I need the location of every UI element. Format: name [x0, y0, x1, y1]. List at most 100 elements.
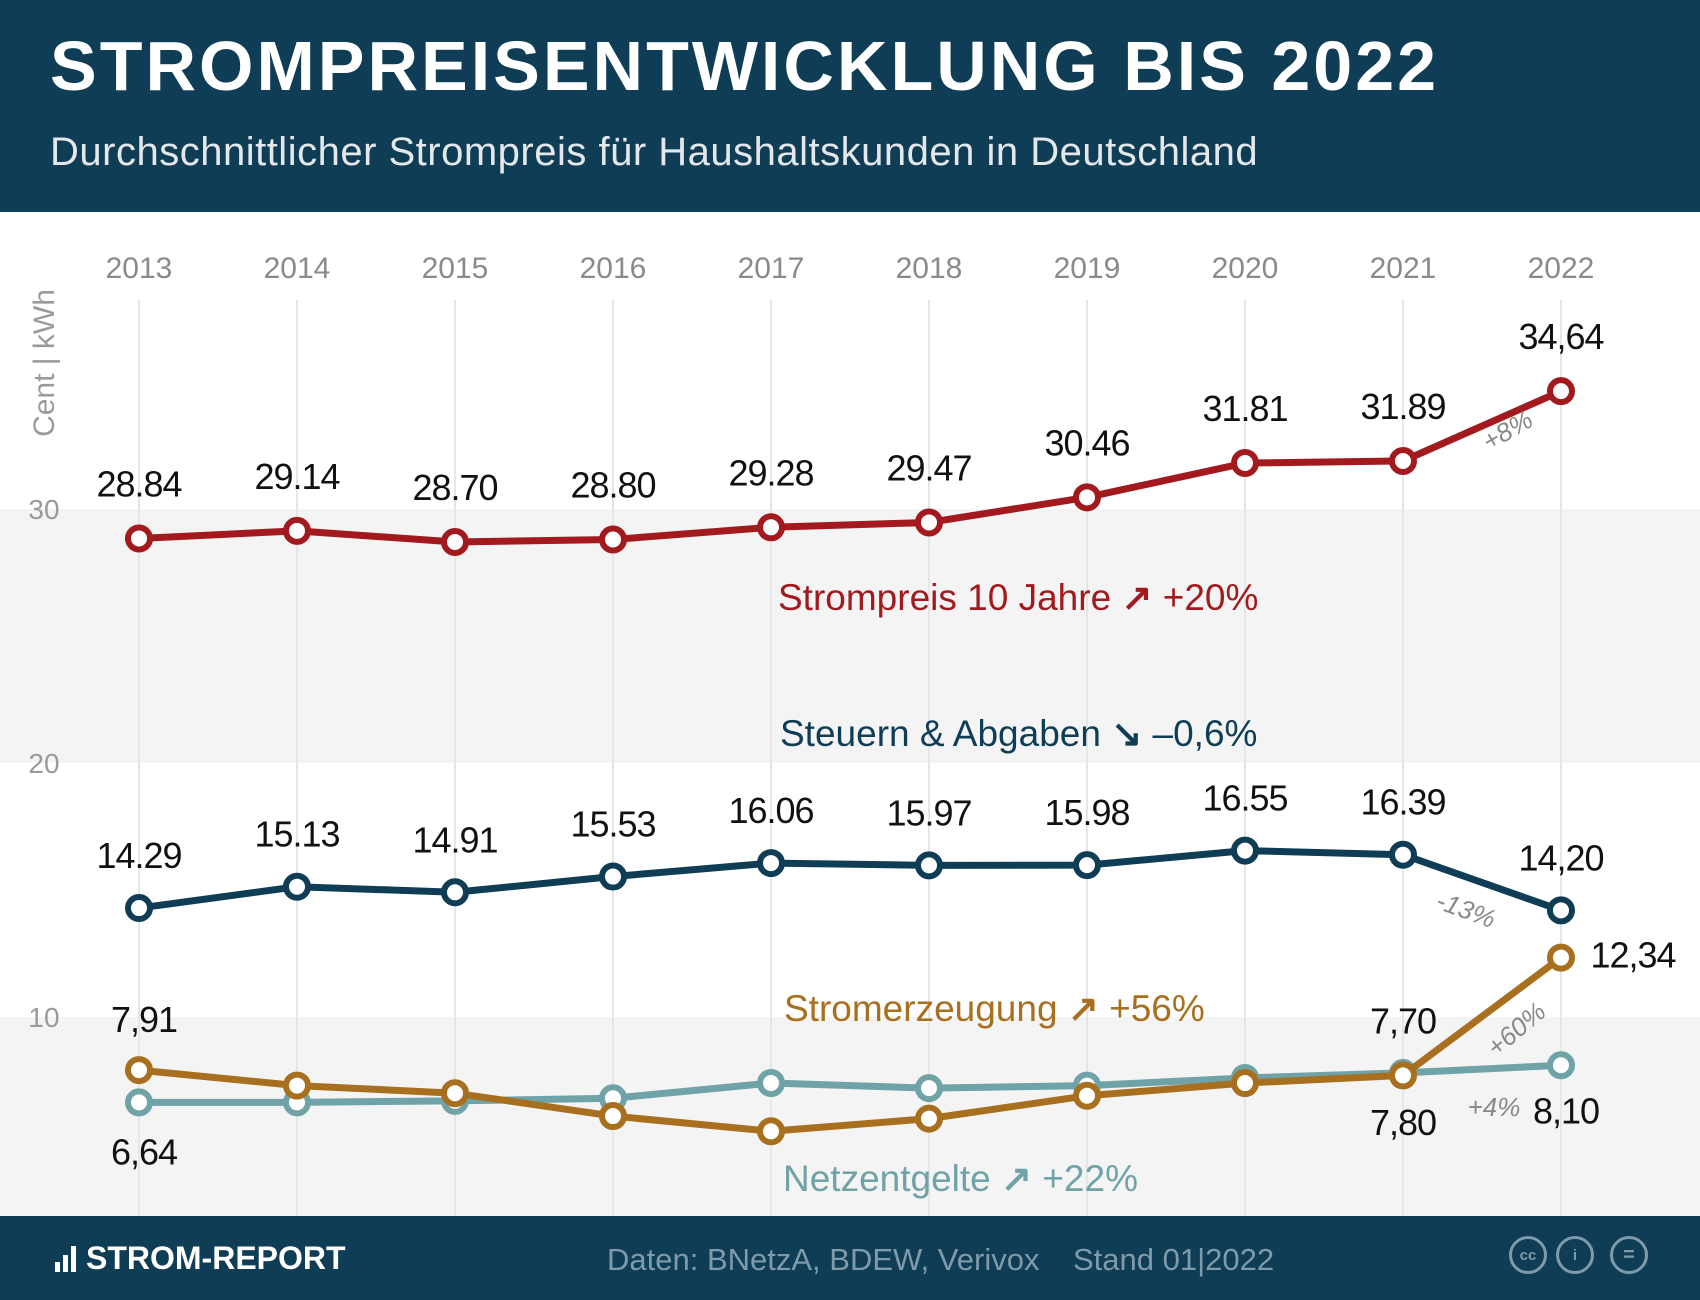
data-label: 15.97	[886, 792, 971, 833]
nd-icon[interactable]: =	[1610, 1236, 1648, 1274]
x-tick-label: 2021	[1370, 252, 1437, 285]
change-annotation: -13%	[1432, 885, 1499, 934]
data-label: 29.28	[728, 452, 813, 493]
data-point	[441, 878, 469, 907]
cc-icon[interactable]: cc	[1509, 1236, 1547, 1274]
data-label: 14.29	[96, 835, 181, 876]
change-annotation: +8%	[1477, 404, 1538, 456]
data-label: 16.55	[1202, 778, 1287, 819]
data-point	[757, 849, 785, 878]
x-tick-label: 2016	[580, 252, 647, 285]
by-icon[interactable]: i	[1556, 1236, 1594, 1274]
series-name: Netzentgelte	[783, 1158, 1001, 1199]
x-tick-label: 2022	[1528, 252, 1595, 285]
series-line-3	[139, 1061, 1562, 1106]
data-point	[757, 1069, 785, 1098]
series-line-0	[138, 387, 1563, 546]
data-point	[1231, 449, 1259, 478]
chart-subtitle: Durchschnittlicher Strompreis für Hausha…	[50, 130, 1259, 174]
data-point	[915, 508, 943, 537]
x-tick-label: 2020	[1212, 252, 1279, 285]
change-annotation: +4%	[1468, 1092, 1521, 1122]
series-label: Strompreis 10 Jahre ↗ +20%	[778, 577, 1258, 618]
series-change: +22%	[1032, 1158, 1138, 1199]
data-point	[1547, 896, 1575, 925]
x-tick-label: 2015	[422, 252, 489, 285]
y-tick-label: 10	[28, 1002, 59, 1033]
data-point	[915, 1104, 943, 1133]
series-label: Steuern & Abgaben ↘ –0,6%	[780, 713, 1257, 754]
data-point	[283, 1071, 311, 1100]
data-point	[1073, 851, 1101, 880]
data-label: 29.47	[886, 447, 971, 488]
data-point	[1389, 1061, 1417, 1090]
data-point	[441, 528, 469, 557]
series-label: Netzentgelte ↗ +22%	[783, 1158, 1138, 1199]
data-point	[125, 1088, 153, 1117]
bar-chart-icon	[55, 1245, 76, 1272]
series-label: Stromerzeugung ↗ +56%	[784, 988, 1205, 1029]
data-date: Stand 01|2022	[1073, 1242, 1275, 1277]
x-tick-label: 2019	[1054, 252, 1121, 285]
data-point	[125, 1056, 153, 1085]
data-label: 12,34	[1590, 935, 1675, 976]
band-20-30	[0, 509, 1700, 763]
brand-name: STROM-REPORT	[86, 1240, 346, 1276]
data-point	[1073, 1081, 1101, 1110]
chart-title: STROMPREISENTWICKLUNG BIS 2022	[50, 27, 1440, 105]
data-label: 7,70	[1370, 1000, 1436, 1041]
series-change: –0,6%	[1142, 713, 1257, 754]
data-point	[283, 872, 311, 901]
x-tick-label: 2017	[738, 252, 805, 285]
data-source: Daten: BNetzA, BDEW, Verivox	[607, 1242, 1040, 1277]
arrow-up-right-icon: ↗	[1121, 577, 1152, 618]
data-label: 29.14	[254, 456, 339, 497]
arrow-up-right-icon: ↗	[1068, 988, 1099, 1029]
header: STROMPREISENTWICKLUNG BIS 2022 Durchschn…	[0, 0, 1700, 212]
series-name: Steuern & Abgaben	[780, 713, 1111, 754]
data-point	[1547, 943, 1575, 972]
data-label: 8,10	[1533, 1090, 1599, 1131]
data-point	[915, 1074, 943, 1103]
data-point	[757, 1117, 785, 1146]
data-label: 15.53	[570, 804, 655, 845]
arrow-down-right-icon: ↘	[1111, 713, 1142, 754]
data-point	[599, 525, 627, 554]
x-tick-label: 2014	[264, 252, 331, 285]
data-point	[1231, 1069, 1259, 1098]
footer: STROM-REPORT Daten: BNetzA, BDEW, Verivo…	[0, 1216, 1700, 1300]
data-label: 7,91	[111, 999, 177, 1040]
data-label: 15.13	[254, 814, 339, 855]
data-point	[757, 513, 785, 542]
data-label: 28.80	[570, 464, 655, 505]
x-tick-label: 2013	[106, 252, 173, 285]
data-point	[1547, 377, 1575, 406]
series-change: +20%	[1152, 577, 1258, 618]
data-label: 14.91	[412, 819, 497, 860]
arrow-up-right-icon: ↗	[1001, 1158, 1032, 1199]
brand-logo[interactable]: STROM-REPORT	[55, 1240, 346, 1277]
y-tick-label: 30	[28, 494, 59, 525]
data-point	[1389, 840, 1417, 869]
data-label: 16.39	[1360, 782, 1445, 823]
data-point	[1231, 836, 1259, 865]
data-point	[915, 851, 943, 880]
data-label: 7,80	[1370, 1102, 1436, 1143]
data-point	[599, 1102, 627, 1131]
series-name: Strompreis 10 Jahre	[778, 577, 1121, 618]
series-line-2	[138, 954, 1564, 1135]
data-point	[1073, 483, 1101, 512]
data-label: 6,64	[111, 1131, 177, 1172]
data-label: 14,20	[1518, 837, 1603, 878]
data-label: 31.89	[1360, 386, 1445, 427]
series-line-1	[138, 847, 1563, 914]
data-label: 31.81	[1202, 388, 1287, 429]
y-axis-label: Cent | kWh	[28, 289, 61, 437]
data-label: 30.46	[1044, 422, 1129, 463]
data-label: 28.70	[412, 467, 497, 508]
data-point	[125, 524, 153, 553]
series-change: +56%	[1099, 988, 1205, 1029]
data-point	[441, 1079, 469, 1108]
line-chart: 2013 2014 2015 2016 2017 2018 2019 2020 2021 2022…	[0, 252, 1700, 1216]
data-point	[1547, 1051, 1575, 1080]
